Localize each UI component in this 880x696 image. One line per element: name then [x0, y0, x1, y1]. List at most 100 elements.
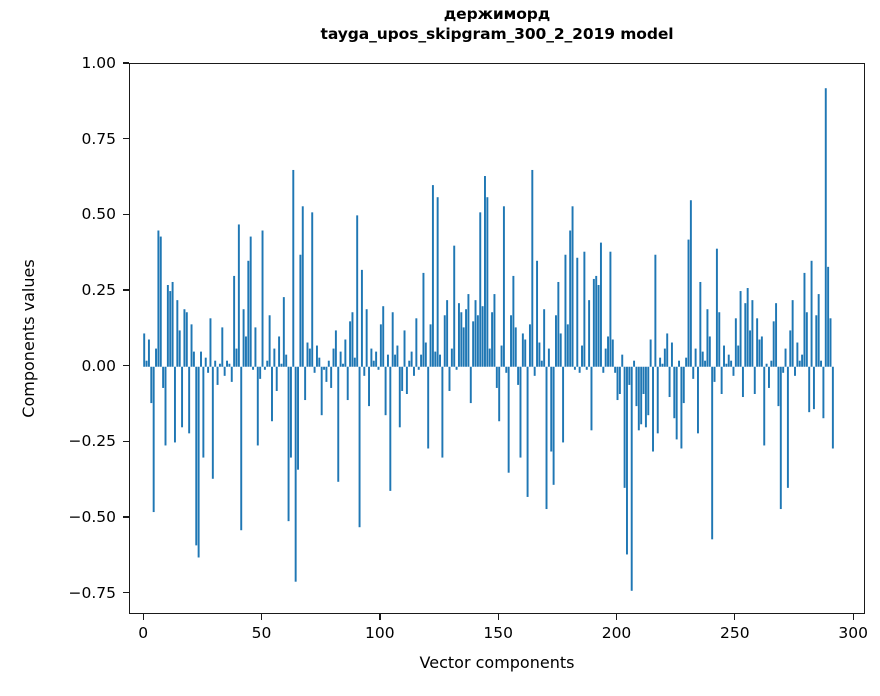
bar	[415, 318, 418, 367]
bar	[143, 333, 146, 367]
bar	[318, 357, 321, 367]
bar	[431, 185, 434, 367]
bar	[263, 366, 266, 370]
bar	[500, 345, 503, 367]
bar	[654, 254, 657, 367]
bar	[694, 348, 697, 367]
bar	[190, 324, 193, 367]
bar	[507, 366, 510, 473]
bar	[739, 291, 742, 367]
bar	[249, 236, 252, 367]
bar	[486, 197, 489, 367]
x-tick-label: 250	[720, 624, 750, 642]
y-tick-mark	[123, 138, 129, 140]
bar	[687, 239, 690, 367]
bar	[398, 366, 401, 428]
bar	[599, 242, 602, 367]
bar	[805, 312, 808, 367]
bar	[221, 327, 224, 367]
bar	[349, 321, 352, 367]
bar	[564, 254, 567, 367]
bar	[448, 366, 451, 391]
bar	[401, 366, 404, 391]
bar	[192, 351, 195, 367]
x-tick-mark	[497, 614, 499, 620]
bar	[704, 360, 707, 367]
bar	[462, 327, 465, 367]
bar	[718, 312, 721, 367]
bar	[346, 366, 349, 401]
plot-axes-frame	[129, 63, 865, 614]
y-tick-mark	[123, 365, 129, 367]
bar	[405, 366, 408, 394]
bar	[214, 360, 217, 367]
bar	[474, 300, 477, 367]
x-axis-label: Vector components	[419, 653, 575, 672]
bar	[526, 366, 529, 497]
bar	[377, 366, 380, 370]
bar	[741, 366, 744, 398]
bar	[765, 363, 768, 367]
bar	[204, 357, 207, 367]
bar	[626, 366, 628, 555]
bar	[261, 230, 264, 367]
bar	[306, 342, 309, 367]
bar	[588, 300, 591, 367]
bar	[543, 309, 546, 367]
bar	[592, 278, 595, 367]
bar	[661, 363, 664, 367]
bar	[673, 366, 676, 419]
bar	[607, 336, 610, 367]
bar	[315, 345, 318, 367]
bar	[768, 366, 770, 388]
bar	[798, 360, 801, 367]
bar	[181, 366, 184, 428]
bar	[590, 366, 593, 431]
bar	[342, 363, 344, 367]
bar	[614, 366, 617, 373]
bar	[368, 366, 370, 407]
bar	[332, 348, 335, 367]
bar	[323, 366, 326, 370]
bar	[166, 285, 169, 367]
bar	[254, 327, 257, 367]
bar	[223, 366, 226, 376]
bar	[524, 339, 527, 367]
bar	[297, 366, 299, 470]
bar	[171, 281, 174, 367]
x-tick-label: 300	[838, 624, 868, 642]
bar	[372, 360, 375, 367]
bar	[185, 312, 188, 367]
y-tick-label: 0.75	[81, 129, 116, 148]
y-tick-label: 0.25	[81, 281, 116, 300]
bar	[801, 354, 804, 367]
bar	[235, 348, 238, 367]
bar	[777, 366, 780, 407]
bar	[226, 360, 228, 367]
y-tick-mark	[123, 516, 129, 518]
bar	[604, 348, 607, 367]
bar	[791, 300, 794, 367]
bar	[436, 197, 439, 367]
bar	[512, 275, 515, 367]
bar	[209, 318, 212, 367]
bar	[708, 336, 711, 367]
x-tick-label: 0	[138, 624, 149, 642]
chart-title: держиморд tayga_upos_skipgram_300_2_2019…	[129, 4, 865, 44]
bar	[384, 366, 387, 416]
bar	[169, 291, 172, 367]
bar	[282, 297, 285, 367]
bar	[652, 366, 654, 452]
bar	[294, 366, 297, 582]
bar	[337, 366, 340, 482]
bar	[815, 315, 818, 367]
bar	[237, 224, 240, 367]
y-tick-label: 1.00	[81, 54, 116, 72]
bar	[545, 366, 548, 510]
bar	[441, 366, 444, 458]
bar	[304, 366, 307, 401]
bar	[682, 366, 685, 404]
bar	[389, 366, 392, 491]
bar	[630, 366, 633, 591]
bar	[344, 339, 347, 367]
